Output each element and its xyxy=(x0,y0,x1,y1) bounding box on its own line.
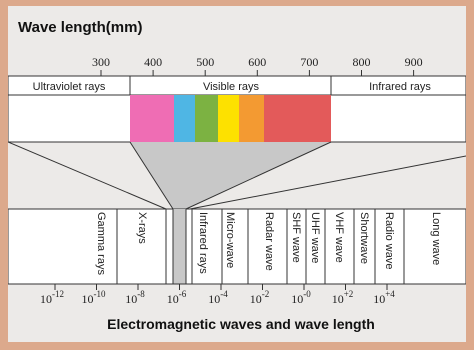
guide-line-left xyxy=(8,141,167,210)
top-tick-label: 400 xyxy=(144,55,162,69)
funnel-edge-right xyxy=(185,141,332,210)
bottom-tick-label: 10-4 xyxy=(208,289,228,306)
band-label-infrared: Infrared rays xyxy=(369,81,431,93)
wave-type-label: Infrared rays xyxy=(197,212,209,274)
bottom-tick-label: 10+4 xyxy=(373,289,395,306)
spectrum-color-segment xyxy=(174,95,195,142)
top-wavelength-scale: 300 400 500 600 700 800 900 xyxy=(8,55,466,77)
bottom-tick-label: 10-0 xyxy=(291,289,311,306)
spectrum-color-segment xyxy=(264,95,298,142)
spectrum-diagram: Wave length(mm) 300 400 500 600 700 800 900 Ul… xyxy=(8,19,466,332)
wave-type-label: Micro-wave xyxy=(224,212,236,268)
spectrum-color-segment xyxy=(298,95,331,142)
spectrum-color-segment xyxy=(239,95,264,142)
top-tick-label: 800 xyxy=(353,55,371,69)
bottom-tick-label: 10-10 xyxy=(82,289,106,306)
spectrum-color-segment xyxy=(130,95,174,142)
wave-type-label: Shortwave xyxy=(358,212,370,264)
band-label-visible: Visible rays xyxy=(203,81,260,93)
bottom-tick-label: 10-8 xyxy=(125,289,145,306)
wave-type-label: Long wave xyxy=(430,212,442,265)
bottom-tick-label: 10-2 xyxy=(250,289,270,306)
wave-type-label: SHF wave xyxy=(290,212,302,263)
wave-type-label: VHF wave xyxy=(333,212,345,263)
figure-caption: Electromagnetic waves and wave length xyxy=(107,316,375,332)
bottom-wavelength-scale: 10-12 10-10 10-8 10-6 10-4 10-2 10-0 10+2 10+4 xyxy=(8,283,466,306)
band-label-ultraviolet: Ultraviolet rays xyxy=(33,81,106,93)
funnel-column xyxy=(173,209,186,284)
wave-type-label: Radio wave xyxy=(383,212,395,269)
guide-line-right xyxy=(189,155,466,210)
wave-type-label: Gamma rays xyxy=(95,212,107,275)
top-tick-label: 700 xyxy=(300,55,318,69)
wave-type-label: X-rays xyxy=(136,212,148,244)
wave-type-label: UHF wave xyxy=(309,212,321,263)
bottom-tick-label: 10-6 xyxy=(167,289,187,306)
spectrum-color-segment xyxy=(218,95,239,142)
wave-type-row xyxy=(8,208,466,285)
zoom-funnel xyxy=(130,142,331,209)
wave-type-labels: Gamma rays X-rays Infrared rays Micro-wave R… xyxy=(95,209,442,284)
bottom-tick-label: 10-12 xyxy=(40,289,64,306)
wave-type-label: Radar wave xyxy=(263,212,275,271)
top-tick-label: 900 xyxy=(405,55,423,69)
figure-panel: Wave length(mm) 300 400 500 600 700 800 900 Ul… xyxy=(8,6,466,342)
top-tick-label: 300 xyxy=(92,55,110,69)
top-tick-label: 500 xyxy=(196,55,214,69)
spectrum-color-segment xyxy=(195,95,218,142)
bottom-tick-label: 10+2 xyxy=(332,289,354,306)
visible-spectrum xyxy=(130,95,331,142)
funnel-edge-left xyxy=(129,141,174,210)
figure-title: Wave length(mm) xyxy=(18,19,142,36)
top-tick-label: 600 xyxy=(248,55,266,69)
